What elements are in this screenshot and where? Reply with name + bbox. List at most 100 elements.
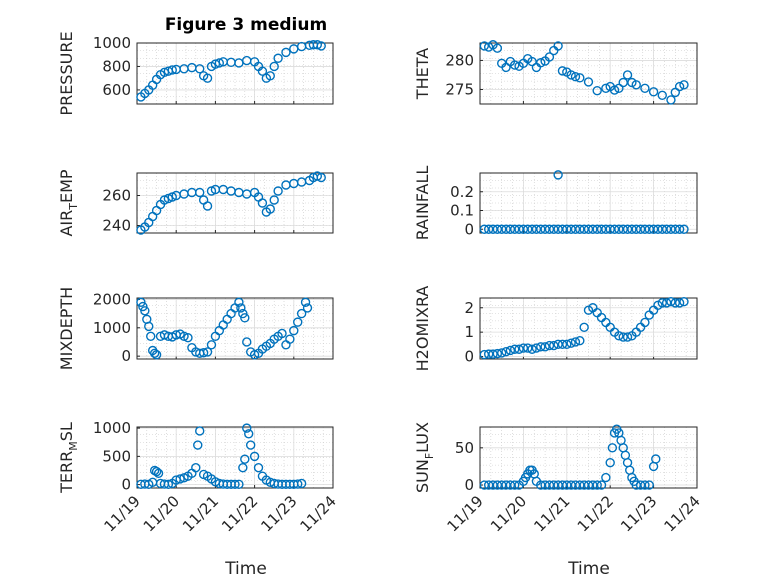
x-tick-label: 11/23 [617, 492, 660, 535]
data-point [609, 85, 620, 95]
data-point [149, 348, 160, 359]
data-point [202, 201, 213, 211]
data-point [592, 480, 602, 490]
data-point [202, 347, 213, 357]
axes-border [479, 42, 698, 105]
data-point [195, 64, 205, 74]
data-point [249, 451, 260, 462]
y-tick-label: 50 [455, 439, 474, 457]
axes-border [136, 42, 334, 105]
data-point [575, 73, 585, 83]
data-point [614, 83, 624, 94]
x-axis-label-left: Time [224, 559, 267, 579]
data-point [566, 70, 576, 80]
data-point [657, 90, 667, 100]
data-point [479, 349, 490, 360]
y-axis-label-rest: SL [57, 422, 76, 441]
data-point [622, 70, 633, 80]
data-point [483, 349, 494, 359]
data-point [195, 426, 205, 436]
data-point [265, 71, 275, 81]
data-point [140, 306, 150, 316]
data-point [236, 303, 246, 313]
data-point [510, 60, 520, 70]
data-point [296, 308, 307, 319]
x-tick-label: 11/21 [179, 492, 222, 535]
data-point [531, 343, 542, 353]
data-point [242, 423, 252, 433]
y-axis-label-main: SUN [413, 459, 432, 493]
data-point [601, 83, 611, 94]
y-tick-label: 0 [464, 348, 474, 366]
y-tick-label: 240 [102, 217, 131, 235]
y-axis-label-main: THETA [413, 48, 432, 100]
data-point [492, 348, 503, 359]
data-point [273, 53, 283, 63]
axes-border [479, 426, 698, 489]
data-point [648, 87, 659, 97]
data-point [536, 342, 546, 352]
y-tick-label: 1 [464, 323, 474, 341]
data-point [666, 296, 676, 307]
data-point [238, 308, 248, 319]
x-tick-label: 11/21 [530, 492, 573, 535]
y-tick-label: 0 [464, 476, 474, 494]
y-axis-label: PRESSURE [57, 31, 76, 115]
data-point [191, 462, 201, 473]
axes-border [479, 297, 698, 360]
y-axis-label-rest: EMP [57, 169, 76, 203]
y-axis-label: AIRTEMP [57, 169, 80, 236]
data-point [557, 66, 568, 76]
data-point [607, 443, 618, 453]
data-point [540, 342, 550, 352]
panel-mixdepth: 0 1000 2000 MIXDEPTH [57, 287, 334, 370]
data-point [312, 40, 323, 50]
data-point [146, 331, 156, 342]
x-tick-label: 11/19 [101, 492, 144, 535]
data-point [501, 346, 511, 357]
y-tick-label: 500 [102, 447, 131, 465]
y-axis-label-main: AIR [57, 210, 76, 237]
data-point [242, 337, 252, 347]
data-point [293, 317, 303, 327]
data-point [265, 204, 275, 214]
data-point [269, 61, 279, 72]
data-point [238, 462, 248, 473]
data-point [614, 331, 624, 341]
data-point [479, 41, 490, 51]
data-point [193, 440, 203, 450]
data-point [492, 43, 503, 53]
y-axis-label-main: RAINFALL [413, 166, 432, 241]
data-point [488, 349, 498, 359]
panel-h2omixra: 0 1 2 H2OMIXRA [413, 286, 698, 372]
data-point [575, 336, 585, 346]
data-point [273, 186, 283, 196]
data-point [670, 87, 680, 98]
data-point [549, 340, 559, 351]
data-point [674, 81, 685, 92]
x-tick-label: 11/19 [444, 492, 487, 535]
x-tick-label: 11/22 [574, 492, 617, 535]
data-point [497, 348, 507, 358]
x-tick-label: 11/23 [257, 492, 300, 535]
y-tick-label: 600 [102, 81, 131, 99]
data-point [240, 313, 250, 323]
x-tick-label: 11/24 [297, 492, 340, 535]
data-point [244, 429, 254, 439]
data-point [622, 332, 633, 342]
y-axis-label-main: H2OMIXRA [413, 286, 432, 372]
y-tick-label: 0 [121, 476, 131, 494]
data-point [679, 296, 689, 307]
data-point [644, 480, 654, 490]
data-point [553, 170, 563, 180]
y-tick-label: 0.2 [450, 183, 474, 201]
panel-sun_flux: 0 50 SUNFLUX 11/19 11/20 11/21 11/22 11/23 11/24 [413, 422, 704, 535]
data-point [281, 47, 291, 58]
data-point [257, 198, 268, 208]
data-point [618, 332, 628, 342]
data-point [302, 303, 313, 313]
data-point [640, 83, 650, 94]
y-tick-label: 1000 [93, 319, 131, 337]
data-point [596, 480, 607, 490]
